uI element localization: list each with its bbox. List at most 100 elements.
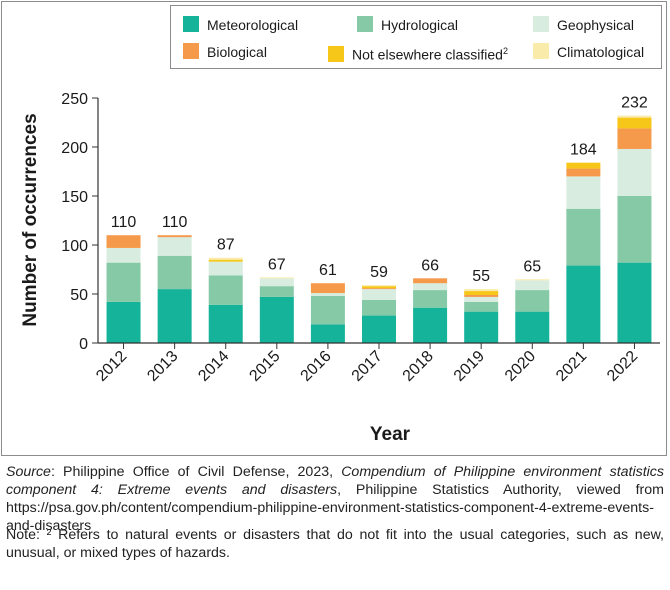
legend-item-hydrological: Hydrological xyxy=(357,16,458,33)
legend-item-climatological: Climatological xyxy=(533,43,644,60)
bar-segment-geophysical xyxy=(515,280,550,291)
stacked-bar-chart: 0 50 100 150 200 250 110 2012 110 2013 87 2014 67 201… xyxy=(20,91,660,445)
bar-segment-biological xyxy=(413,278,448,284)
bar-segment-meteorological xyxy=(617,262,652,343)
bar-segment-hydrological xyxy=(259,286,294,297)
x-tick-label: 2016 xyxy=(298,348,335,385)
bar-segment-geophysical xyxy=(464,296,499,302)
bar-segment-hydrological xyxy=(566,208,601,266)
legend-swatch-biological xyxy=(183,43,199,59)
bar-segment-biological xyxy=(362,288,396,290)
bar-segment-meteorological xyxy=(566,265,601,343)
x-axis-title: Year xyxy=(370,424,411,445)
legend-label-geophysical: Geophysical xyxy=(557,17,635,33)
bar-segment-meteorological xyxy=(106,301,141,343)
legend-footnote-marker: 2 xyxy=(502,46,508,56)
y-tick-label: 0 xyxy=(79,336,88,353)
source-title: Compendium of Philippine environment sta… xyxy=(6,464,664,498)
x-tick-label: 2022 xyxy=(604,348,641,385)
bar-segment-hydrological xyxy=(617,196,652,263)
bar-total-label: 59 xyxy=(370,264,388,281)
bar-segment-climatological xyxy=(259,277,294,279)
x-tick-label: 2017 xyxy=(349,348,386,385)
legend-label-climatological: Climatological xyxy=(557,44,645,60)
note-text: Note: ² Refers to natural events or disa… xyxy=(6,527,664,561)
y-tick-label: 200 xyxy=(61,140,88,157)
y-tick-label: 150 xyxy=(61,189,88,206)
legend-item-meteorological: Meteorological xyxy=(183,16,298,33)
chart-frame xyxy=(1,1,667,456)
bar-segment-not-elsewhere-classified xyxy=(362,286,396,289)
x-tick-label: 2018 xyxy=(400,348,437,385)
legend-label-biological: Biological xyxy=(207,44,267,60)
bar-total-label: 66 xyxy=(421,257,439,274)
bar-segment-climatological xyxy=(362,285,396,287)
bar-segment-geophysical xyxy=(566,176,601,209)
bar-segment-meteorological xyxy=(362,315,396,343)
bar-segment-not-elsewhere-classified xyxy=(617,117,652,129)
x-tick-label: 2021 xyxy=(553,348,590,385)
bar-segment-hydrological xyxy=(362,299,396,316)
note-caption: Note: ² Refers to natural events or disa… xyxy=(6,526,664,562)
y-tick-label: 50 xyxy=(70,287,88,304)
legend-swatch-hydrological xyxy=(357,16,373,32)
bar-segment-geophysical xyxy=(208,261,243,276)
x-tick-label: 2012 xyxy=(93,348,130,385)
bar-segment-biological xyxy=(106,235,141,248)
bar-segment-hydrological xyxy=(310,295,345,325)
x-tick-label: 2013 xyxy=(144,348,181,385)
y-tick-label: 250 xyxy=(61,91,88,108)
legend-swatch-not-elsewhere-classified xyxy=(328,45,344,62)
y-tick-label: 100 xyxy=(61,238,88,255)
x-tick-label: 2014 xyxy=(195,348,232,385)
bar-segment-geophysical xyxy=(157,237,192,256)
legend-item-biological: Biological xyxy=(183,43,267,60)
bar-total-label: 61 xyxy=(319,262,337,279)
bar-segment-not-elsewhere-classified xyxy=(208,259,243,262)
bar-segment-meteorological xyxy=(413,307,448,343)
bar-segment-hydrological xyxy=(515,290,550,312)
bar-segment-geophysical xyxy=(106,247,141,263)
x-tick-label: 2019 xyxy=(451,348,488,385)
bar-segment-hydrological xyxy=(208,275,243,305)
bar-segment-meteorological xyxy=(157,289,192,343)
bar-total-label: 55 xyxy=(472,268,490,285)
bar-total-label: 110 xyxy=(111,214,137,231)
bar-segment-climatological xyxy=(208,257,243,260)
x-tick-label: 2020 xyxy=(502,348,539,385)
bar-segment-meteorological xyxy=(259,296,294,343)
source-pre: : Philippine Office of Civil Defense, 20… xyxy=(50,464,342,480)
bar-segment-geophysical xyxy=(310,293,345,296)
bar-segment-hydrological xyxy=(157,255,192,290)
bar-segment-not-elsewhere-classified xyxy=(566,162,601,169)
chart-legend: Meteorological Hydrological Geophysical … xyxy=(170,5,662,69)
bar-segment-climatological xyxy=(515,279,550,281)
source-label: Source xyxy=(6,464,51,480)
bar-segment-climatological xyxy=(617,115,652,118)
bar-segment-hydrological xyxy=(464,301,499,312)
bar-segment-biological xyxy=(464,294,499,297)
bar-total-label: 184 xyxy=(570,142,597,159)
bar-segment-climatological xyxy=(464,289,499,292)
bar-total-label: 232 xyxy=(621,95,648,112)
bar-segment-meteorological xyxy=(310,324,345,343)
bar-segment-biological xyxy=(566,168,601,177)
bar-segment-biological xyxy=(157,235,192,238)
x-tick-label: 2015 xyxy=(246,348,283,385)
bar-segment-meteorological xyxy=(515,311,550,343)
bar-segment-geophysical xyxy=(259,278,294,287)
legend-label-meteorological: Meteorological xyxy=(207,17,299,33)
bar-segment-meteorological xyxy=(464,311,499,343)
legend-swatch-meteorological xyxy=(183,16,199,32)
legend-swatch-climatological xyxy=(533,43,549,59)
bar-segment-hydrological xyxy=(106,262,141,302)
bar-total-label: 65 xyxy=(523,258,541,275)
bar-total-label: 67 xyxy=(268,256,286,273)
bar-segment-not-elsewhere-classified xyxy=(464,291,499,295)
bar-segment-geophysical xyxy=(617,148,652,196)
legend-label-not-elsewhere-classified: Not elsewhere classified xyxy=(352,46,503,63)
legend-item-geophysical: Geophysical xyxy=(533,16,634,33)
bar-segment-biological xyxy=(310,283,345,294)
bar-total-label: 110 xyxy=(162,214,188,231)
legend-label-hydrological: Hydrological xyxy=(381,17,459,33)
